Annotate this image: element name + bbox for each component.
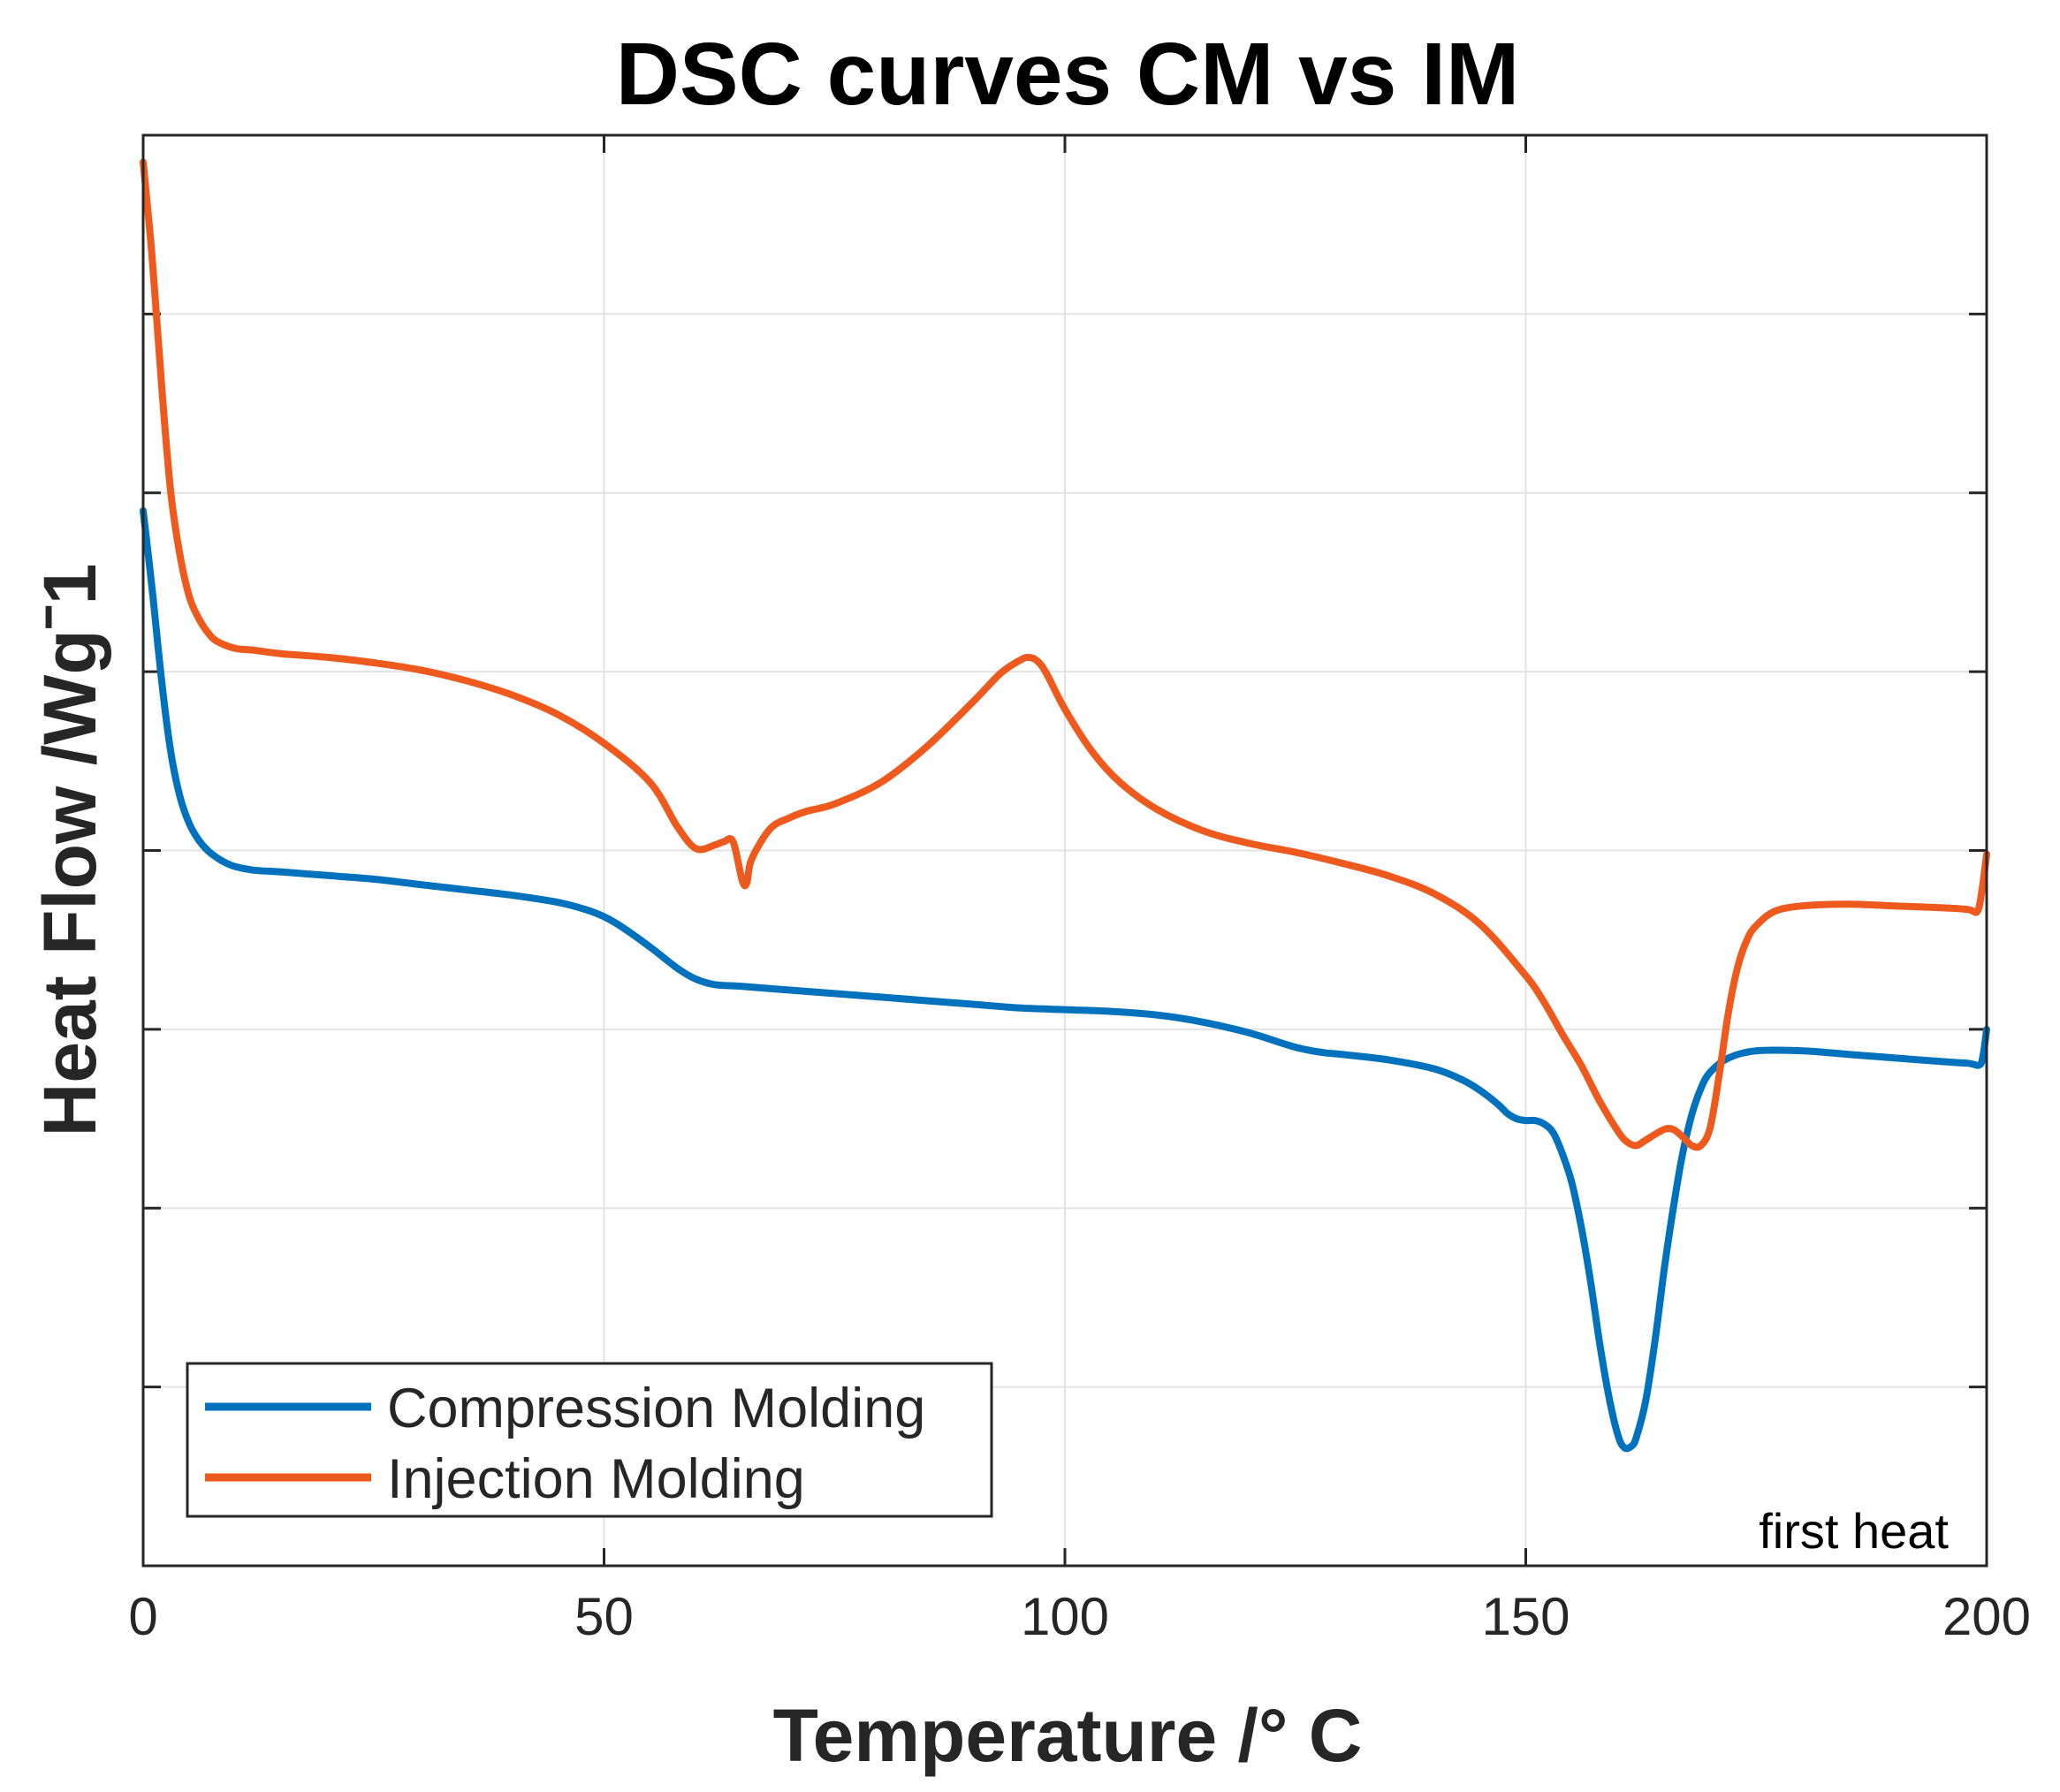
x-tick-labels: 0 50 100 150 200	[128, 1587, 2031, 1646]
legend-label-injection: Injection Molding	[387, 1448, 805, 1510]
x-axis-label: Temperature /° C	[773, 1694, 1363, 1777]
chart-title: DSC curves CM vs IM	[616, 25, 1520, 124]
x-tick-label: 150	[1481, 1587, 1570, 1646]
data-series	[140, 158, 1990, 1453]
legend: Compression Molding Injection Molding	[186, 1362, 993, 1518]
x-tick-label: 200	[1942, 1587, 2031, 1646]
legend-label-compression: Compression Molding	[387, 1378, 925, 1439]
x-tick-label: 50	[574, 1587, 634, 1646]
injection-molding-line	[140, 158, 1990, 1151]
x-tick-label: 100	[1021, 1587, 1109, 1646]
legend-box	[186, 1362, 993, 1518]
grid-lines	[143, 135, 1987, 1566]
compression-molding-line	[140, 507, 1990, 1453]
first-heat-annotation: first heat	[1759, 1503, 1949, 1559]
y-axis-label: Heat Flow /Wgˉ1	[28, 564, 111, 1137]
x-tick-label: 0	[128, 1587, 157, 1646]
plot-box	[141, 133, 1988, 1568]
